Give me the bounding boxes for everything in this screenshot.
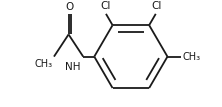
- Text: Cl: Cl: [152, 1, 162, 11]
- Text: CH₃: CH₃: [182, 52, 201, 62]
- Text: NH: NH: [65, 62, 80, 72]
- Text: CH₃: CH₃: [35, 59, 53, 69]
- Text: Cl: Cl: [101, 1, 111, 11]
- Text: O: O: [65, 2, 74, 12]
